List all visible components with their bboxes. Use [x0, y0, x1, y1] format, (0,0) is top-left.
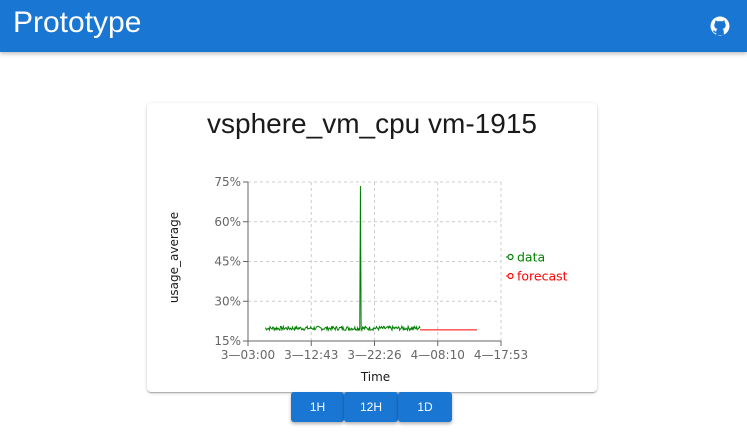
x-tick-label: 4—17:53	[474, 348, 528, 362]
x-axis-label: Time	[360, 370, 390, 384]
app-title: Prototype	[13, 6, 142, 39]
chart-card: vsphere_vm_cpu vm-1915 15% 30% 45% 60% 75% 3—…	[147, 103, 597, 392]
legend-marker-data	[507, 253, 514, 261]
github-icon	[710, 16, 730, 36]
github-button[interactable]	[706, 12, 734, 40]
range-1h-button[interactable]: 1H	[291, 392, 344, 422]
range-12h-button[interactable]: 12H	[344, 392, 398, 422]
y-tick-label: 15%	[214, 334, 241, 348]
y-tick-label: 45%	[214, 255, 241, 269]
x-tick-label: 3—03:00	[221, 348, 275, 362]
legend-label-data: data	[517, 250, 545, 265]
y-tick-label: 30%	[214, 294, 241, 308]
y-axis-label: usage_average	[167, 212, 181, 303]
chart-title: vsphere_vm_cpu vm-1915	[207, 108, 537, 139]
y-tick-label: 75%	[214, 175, 241, 189]
cpu-usage-chart: 15% 30% 45% 60% 75% 3—03:00 3—12:43 3—22:26 4—08…	[167, 175, 568, 384]
x-tick-label: 3—12:43	[284, 348, 338, 362]
legend-label-forecast: forecast	[517, 269, 568, 284]
y-tick-label: 60%	[214, 215, 241, 229]
x-tick-label: 4—08:10	[411, 348, 465, 362]
app-bar: Prototype	[0, 0, 747, 52]
series-line-data	[264, 185, 421, 333]
range-1d-button[interactable]: 1D	[398, 392, 452, 422]
legend-marker-forecast	[507, 272, 514, 280]
x-tick-label: 3—22:26	[347, 348, 401, 362]
